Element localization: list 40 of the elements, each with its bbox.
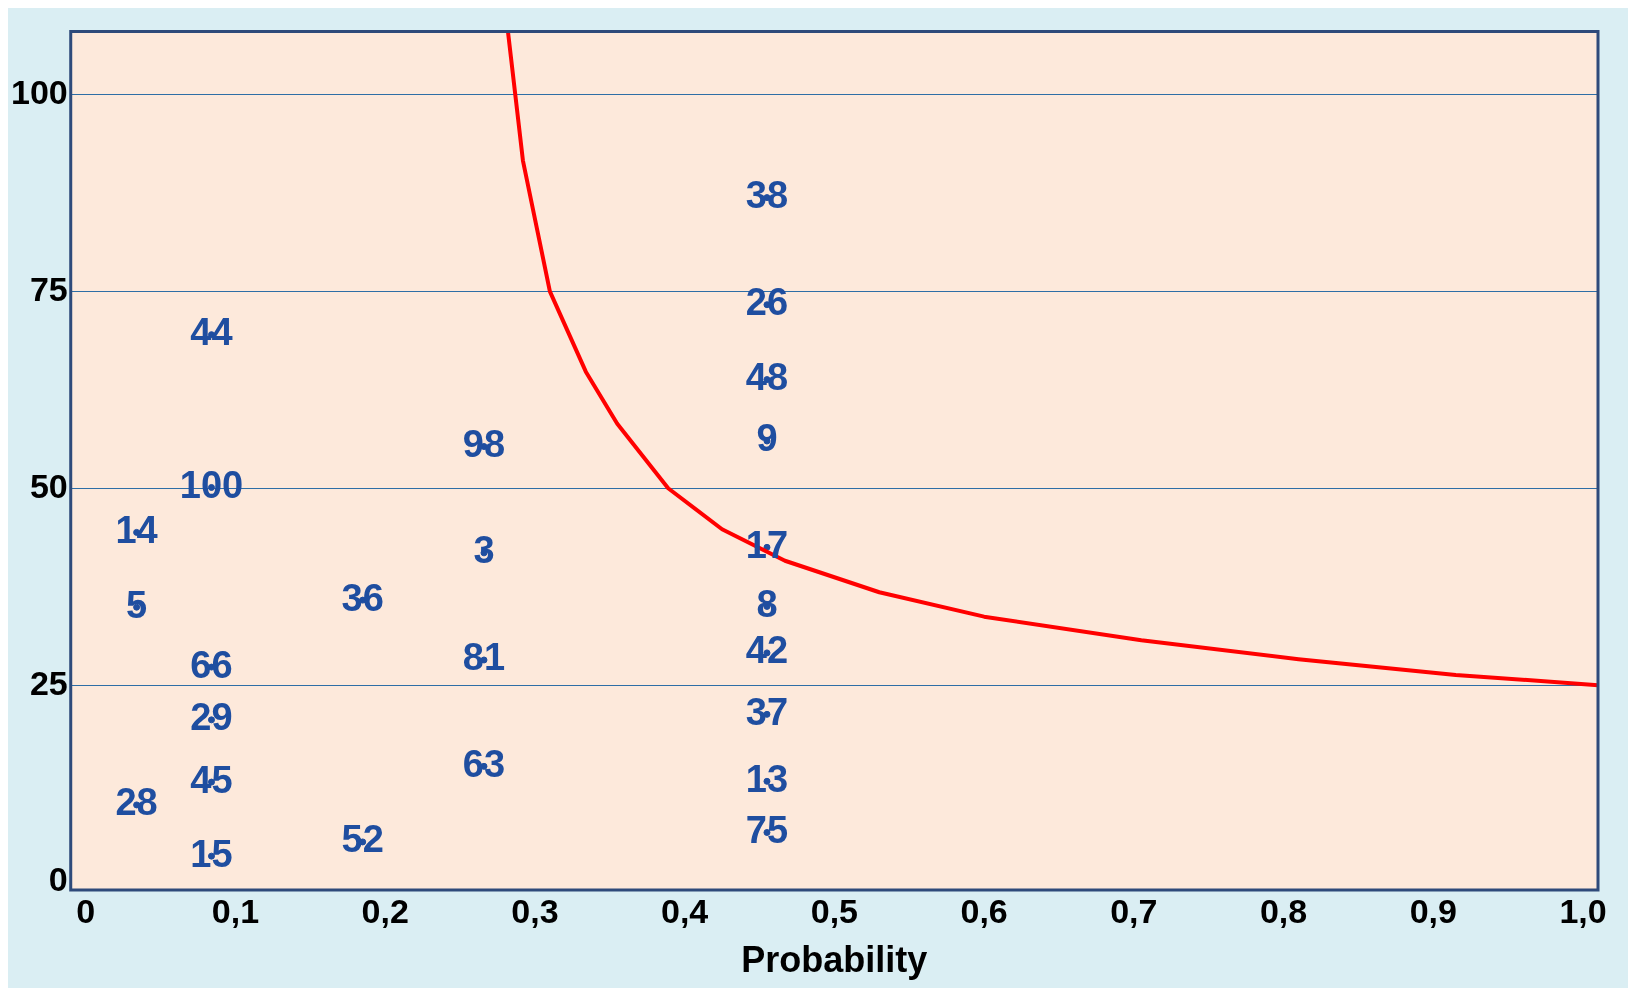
series-label: 3 (473, 529, 495, 572)
x-tick-label: 0,5 (810, 891, 858, 930)
x-tick-label: 0 (76, 891, 96, 930)
series-label: 28 (115, 781, 158, 824)
series-label: 29 (190, 696, 233, 739)
series-label: 36 (341, 576, 384, 619)
series-label: 98 (462, 423, 506, 466)
series-label: 9 (756, 417, 778, 460)
series-label: 75 (745, 808, 789, 851)
series-label: 66 (190, 643, 233, 686)
series-label: 38 (745, 174, 789, 217)
x-tick-label: 0,2 (361, 891, 409, 930)
y-tick-label: 0 (48, 860, 68, 899)
series-label: 42 (745, 629, 789, 672)
x-tick-label: 0,1 (211, 891, 260, 930)
series-label: 14 (115, 508, 158, 551)
x-tick-label: 0,9 (1409, 891, 1457, 930)
x-tick-label: 0,3 (511, 891, 559, 930)
series-label: 45 (190, 758, 233, 801)
series-label: 8 (756, 582, 778, 625)
series-label: 52 (341, 818, 384, 861)
y-tick-label: 100 (10, 72, 68, 111)
y-tick-label: 25 (29, 663, 68, 702)
x-tick-label: 0,6 (960, 891, 1008, 930)
series-label: 81 (462, 636, 506, 679)
series-label: 13 (745, 757, 789, 800)
x-tick-label: 0,7 (1110, 891, 1158, 930)
x-tick-label: 1,0 (1559, 891, 1607, 930)
series-label: 63 (462, 742, 506, 785)
x-tick-label: 0,4 (661, 891, 709, 930)
y-tick-label: 75 (29, 269, 68, 308)
series-label: 48 (745, 356, 789, 399)
series-label: 15 (190, 832, 233, 875)
y-tick-label: 50 (29, 466, 68, 505)
x-axis-title: Probability (741, 939, 928, 981)
series-label: 26 (745, 281, 789, 324)
series-label: 44 (190, 311, 233, 354)
x-tick-label: 0,8 (1259, 891, 1308, 930)
series-label: 5 (126, 583, 148, 626)
series-label: 37 (745, 690, 789, 733)
